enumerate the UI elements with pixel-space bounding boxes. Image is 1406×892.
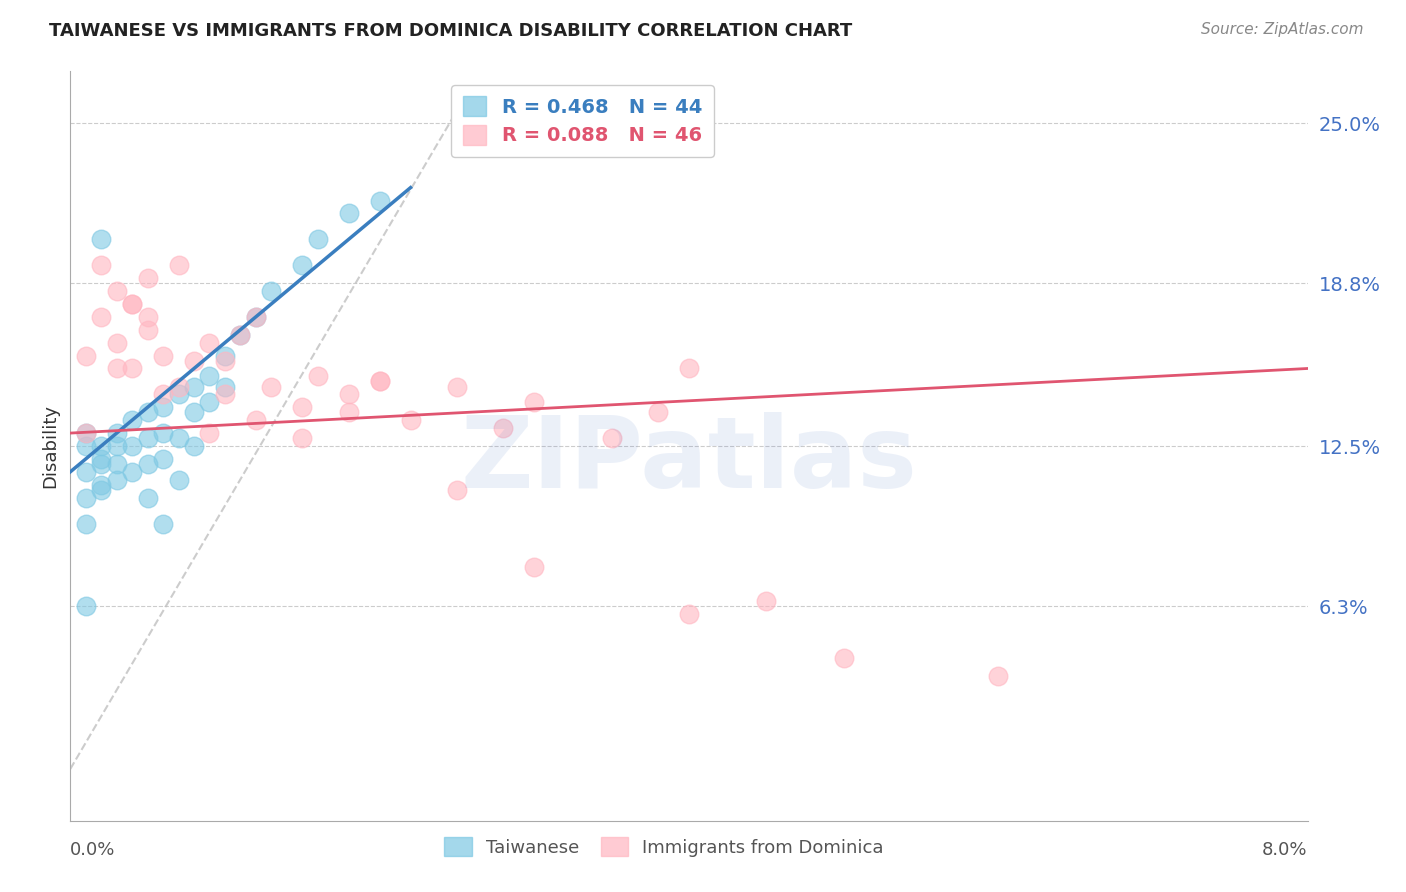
Point [75,516,97,531]
Point [167,387,190,401]
Point [337,206,360,220]
Point [214,387,236,401]
Point [90,232,112,246]
Point [214,353,236,368]
Point [245,310,267,324]
Point [167,473,190,487]
Point [152,516,174,531]
Point [105,473,128,487]
Text: 8.0%: 8.0% [1263,841,1308,859]
Point [291,258,314,272]
Point [136,323,159,337]
Point [121,361,143,376]
Point [647,405,669,419]
Point [75,349,97,363]
Point [183,379,205,393]
Point [229,327,252,342]
Point [446,379,468,393]
Point [368,194,391,208]
Point [75,426,97,441]
Point [245,413,267,427]
Point [260,379,283,393]
Point [214,379,236,393]
Point [167,431,190,445]
Point [678,361,700,376]
Point [136,431,159,445]
Point [75,439,97,453]
Point [291,431,314,445]
Point [523,560,546,574]
Point [75,465,97,479]
Text: 0.0%: 0.0% [70,841,115,859]
Point [198,395,221,409]
Point [90,457,112,471]
Point [90,477,112,491]
Point [183,353,205,368]
Point [90,451,112,466]
Point [167,258,190,272]
Point [105,457,128,471]
Point [307,232,329,246]
Point [198,369,221,384]
Point [105,284,128,298]
Point [152,387,174,401]
Point [90,483,112,497]
Text: Source: ZipAtlas.com: Source: ZipAtlas.com [1201,22,1364,37]
Point [152,401,174,415]
Point [523,395,546,409]
Point [75,426,97,441]
Point [105,335,128,350]
Point [121,297,143,311]
Y-axis label: Disability: Disability [41,404,59,488]
Point [152,426,174,441]
Point [183,439,205,453]
Point [214,349,236,363]
Point [183,405,205,419]
Point [600,431,623,445]
Point [121,465,143,479]
Point [121,439,143,453]
Point [90,310,112,324]
Legend: Taiwanese, Immigrants from Dominica: Taiwanese, Immigrants from Dominica [437,830,891,864]
Point [152,451,174,466]
Point [136,457,159,471]
Point [198,335,221,350]
Point [136,405,159,419]
Point [368,375,391,389]
Point [121,413,143,427]
Point [90,258,112,272]
Point [105,426,128,441]
Point [678,607,700,621]
Point [337,405,360,419]
Point [245,310,267,324]
Text: TAIWANESE VS IMMIGRANTS FROM DOMINICA DISABILITY CORRELATION CHART: TAIWANESE VS IMMIGRANTS FROM DOMINICA DI… [49,22,852,40]
Point [832,651,855,665]
Point [167,379,190,393]
Text: ZIPatlas: ZIPatlas [461,412,917,509]
Point [90,439,112,453]
Point [136,491,159,505]
Point [121,297,143,311]
Point [755,594,778,608]
Point [260,284,283,298]
Point [446,483,468,497]
Point [368,375,391,389]
Point [105,361,128,376]
Point [75,491,97,505]
Point [399,413,422,427]
Point [152,349,174,363]
Point [229,327,252,342]
Point [105,439,128,453]
Point [291,401,314,415]
Point [75,599,97,614]
Point [337,387,360,401]
Point [198,426,221,441]
Point [136,310,159,324]
Point [307,369,329,384]
Point [492,421,515,435]
Point [987,669,1010,683]
Point [136,271,159,285]
